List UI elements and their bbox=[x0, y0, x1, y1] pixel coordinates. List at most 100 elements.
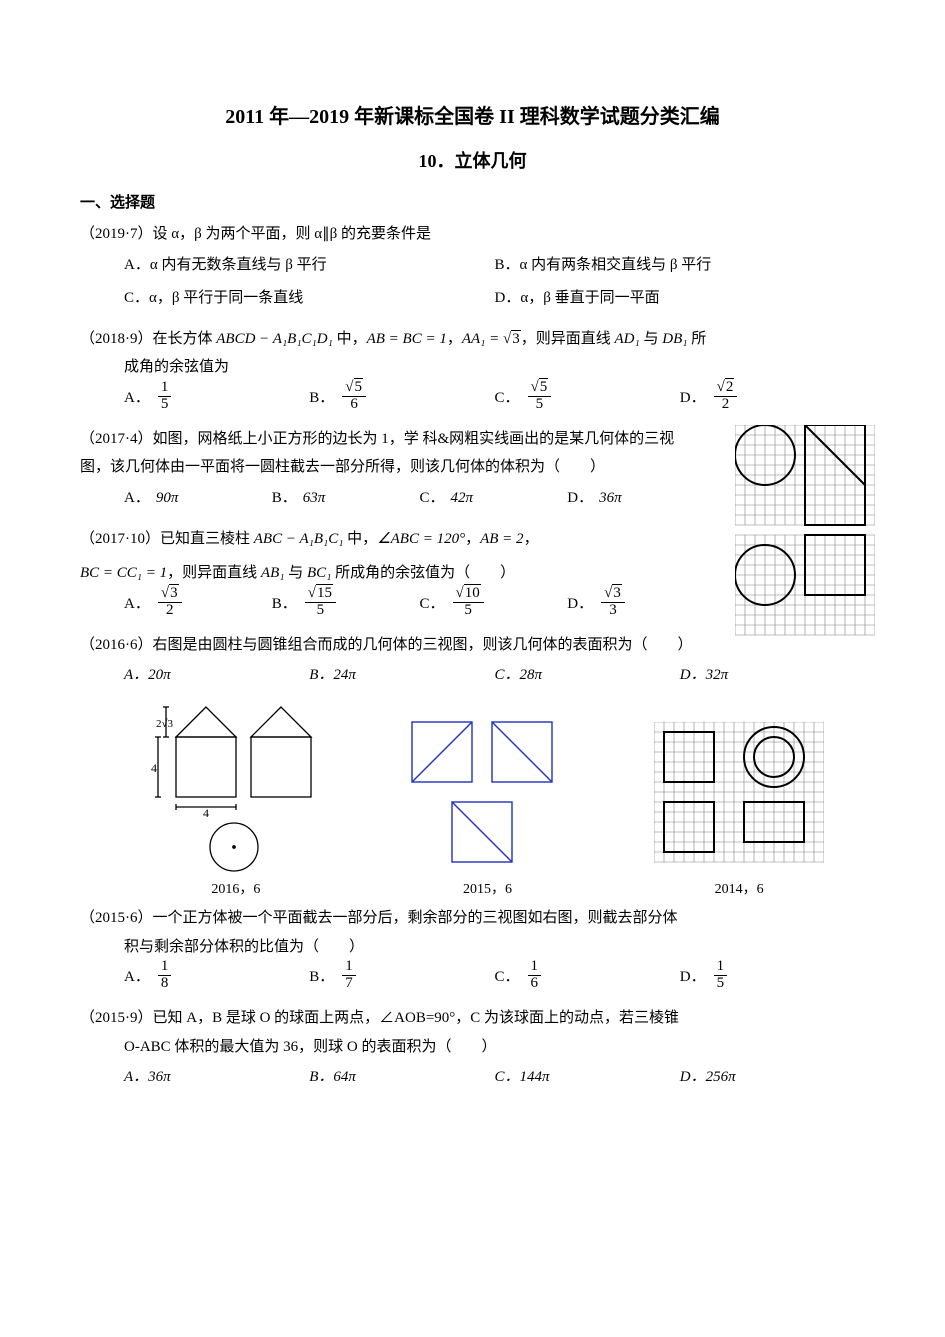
option-C: C．144π bbox=[495, 1061, 680, 1094]
options: A．20π B．24π C．28π D．32π bbox=[80, 659, 865, 692]
t: 与 bbox=[284, 565, 307, 581]
q-stem: 设 α，β 为两个平面，则 α∥β 的充要条件是 bbox=[153, 226, 431, 242]
question-2015-9: （2015·9）已知 A，B 是球 O 的球面上两点，∠AOB=90°，C 为该… bbox=[80, 1004, 865, 1094]
option-D: D．36π bbox=[567, 482, 715, 515]
option-A: A．18 bbox=[124, 961, 309, 994]
option-B: B．64π bbox=[309, 1061, 494, 1094]
t: ，则异面直线 bbox=[521, 331, 615, 347]
question-2015-6: （2015·6）一个正方体被一个平面截去一部分后，剩余部分的三视图如右图，则截去… bbox=[80, 904, 865, 994]
options: A．α 内有无数条直线与 β 平行 B．α 内有两条相交直线与 β 平行 C．α… bbox=[80, 249, 865, 315]
option-C: C．42π bbox=[420, 482, 568, 515]
option-A: A．α 内有无数条直线与 β 平行 bbox=[124, 249, 495, 282]
math: BC₁ bbox=[307, 565, 331, 581]
math: AD₁ bbox=[615, 331, 640, 347]
math: AA₁ = bbox=[462, 331, 503, 347]
math: ∠ABC = 120° bbox=[377, 531, 465, 547]
option-C: C．105 bbox=[420, 588, 568, 621]
label-2sqrt3: 2√3 bbox=[156, 718, 174, 730]
option-A: A．90π bbox=[124, 482, 272, 515]
option-B: B．56 bbox=[309, 382, 494, 415]
stem-line2: 成角的余弦值为 bbox=[80, 353, 865, 382]
q-tag: （2017·10） bbox=[80, 531, 160, 547]
label-h: 4 bbox=[151, 761, 157, 775]
t: 在长方体 bbox=[153, 331, 217, 347]
option-D: D．α，β 垂直于同一平面 bbox=[495, 282, 866, 315]
section-heading: 一、选择题 bbox=[80, 191, 865, 212]
sqrt: 3 bbox=[503, 325, 521, 354]
option-D: D．256π bbox=[680, 1061, 865, 1094]
fig-caption: 2014，6 bbox=[654, 878, 824, 898]
stem2: 图，该几何体由一平面将一圆柱截去一部分所得，则该几何体的体积为（ ） bbox=[80, 453, 715, 482]
options: A．36π B．64π C．144π D．256π bbox=[80, 1061, 865, 1094]
t: 与 bbox=[640, 331, 663, 347]
t: 已知直三棱柱 bbox=[160, 531, 254, 547]
doc-subtitle: 10．立体几何 bbox=[80, 147, 865, 173]
option-B: B．17 bbox=[309, 961, 494, 994]
option-B: B．63π bbox=[272, 482, 420, 515]
fig-caption: 2015，6 bbox=[402, 878, 572, 898]
question-2017-4: （2017·4）如图，网格纸上小正方形的边长为 1，学 科&网粗实线画出的是某几… bbox=[80, 425, 865, 515]
options: A．32 B．155 C．105 D．33 bbox=[80, 588, 715, 621]
option-D: D．33 bbox=[567, 588, 715, 621]
option-C: C．α，β 平行于同一条直线 bbox=[124, 282, 495, 315]
q-tag: （2017·4） bbox=[80, 431, 153, 447]
figures-row: 2√3 4 4 2016，6 bbox=[80, 702, 865, 898]
option-A: A．20π bbox=[124, 659, 309, 692]
label-w: 4 bbox=[203, 806, 209, 820]
fig2-svg bbox=[402, 712, 572, 872]
page: 2011 年—2019 年新课标全国卷 II 理科数学试题分类汇编 10．立体几… bbox=[0, 0, 945, 1164]
math: AB = BC = 1 bbox=[367, 331, 447, 347]
t: 中， bbox=[333, 331, 367, 347]
figure-2014-6: 2014，6 bbox=[654, 722, 824, 898]
stem2: O-ABC 体积的最大值为 36，则球 O 的表面积为（ ） bbox=[80, 1033, 865, 1062]
option-D: D．32π bbox=[680, 659, 865, 692]
option-C: C．55 bbox=[495, 382, 680, 415]
doc-title: 2011 年—2019 年新课标全国卷 II 理科数学试题分类汇编 bbox=[80, 100, 865, 129]
math: AB₁ bbox=[261, 565, 285, 581]
t: 所成角的余弦值为（ ） bbox=[331, 565, 515, 581]
option-A: A．36π bbox=[124, 1061, 309, 1094]
q-tag: （2018·9） bbox=[80, 331, 153, 347]
option-C: C．16 bbox=[495, 961, 680, 994]
math: ABC − A₁B₁C₁ bbox=[254, 531, 344, 547]
q-tag: （2015·6） bbox=[80, 910, 153, 926]
option-B: B．24π bbox=[309, 659, 494, 692]
option-A: A．15 bbox=[124, 382, 309, 415]
option-A: A．32 bbox=[124, 588, 272, 621]
t: ， bbox=[465, 531, 480, 547]
option-B: B．155 bbox=[272, 588, 420, 621]
options: A．15 B．56 C．55 D．22 bbox=[80, 382, 865, 415]
t: ， bbox=[524, 531, 539, 547]
t: 所 bbox=[687, 331, 706, 347]
option-D: D．22 bbox=[680, 382, 865, 415]
option-D: D．15 bbox=[680, 961, 865, 994]
stem2: 积与剩余部分体积的比值为（ ） bbox=[80, 933, 865, 962]
option-C: C．28π bbox=[495, 659, 680, 692]
question-2018-9: （2018·9）在长方体 ABCD − A₁B₁C₁D₁ 中，AB = BC =… bbox=[80, 325, 865, 415]
t: ，则异面直线 bbox=[167, 565, 261, 581]
q-tag: （2016·6） bbox=[80, 637, 153, 653]
question-2017-10: （2017·10）已知直三棱柱 ABC − A₁B₁C₁ 中，∠ABC = 12… bbox=[80, 525, 865, 621]
options: A．18 B．17 C．16 D．15 bbox=[80, 961, 865, 994]
fig-caption: 2016，6 bbox=[151, 878, 321, 898]
fig3-svg bbox=[654, 722, 824, 872]
question-2016-6: （2016·6）右图是由圆柱与圆锥组合而成的几何体的三视图，则该几何体的表面积为… bbox=[80, 631, 865, 693]
t: 一个正方体被一个平面截去一部分后，剩余部分的三视图如右图，则截去部分体 bbox=[153, 910, 678, 926]
math: DB₁ bbox=[662, 331, 687, 347]
fig1-svg: 2√3 4 4 bbox=[151, 702, 321, 872]
t: ， bbox=[447, 331, 462, 347]
t: 如图，网格纸上小正方形的边长为 1，学 科&网粗实线画出的是某几何体的三视 bbox=[153, 431, 675, 447]
math: AB = 2 bbox=[480, 531, 523, 547]
q-tag: （2015·9） bbox=[80, 1010, 153, 1026]
options: A．90π B．63π C．42π D．36π bbox=[80, 482, 715, 515]
figure-2016-6: 2√3 4 4 2016，6 bbox=[151, 702, 321, 898]
t: 中， bbox=[343, 531, 377, 547]
option-B: B．α 内有两条相交直线与 β 平行 bbox=[495, 249, 866, 282]
q-stem: 右图是由圆柱与圆锥组合而成的几何体的三视图，则该几何体的表面积为（ ） bbox=[153, 637, 693, 653]
math: ABCD − A₁B₁C₁D₁ bbox=[216, 331, 333, 347]
math: BC = CC₁ = 1 bbox=[80, 565, 167, 581]
t: 已知 A，B 是球 O 的球面上两点，∠AOB=90°，C 为该球面上的动点，若… bbox=[153, 1010, 680, 1026]
question-2019-7: （2019·7）设 α，β 为两个平面，则 α∥β 的充要条件是 A．α 内有无… bbox=[80, 220, 865, 315]
figure-2015-6: 2015，6 bbox=[402, 712, 572, 898]
q-tag: （2019·7） bbox=[80, 226, 153, 242]
